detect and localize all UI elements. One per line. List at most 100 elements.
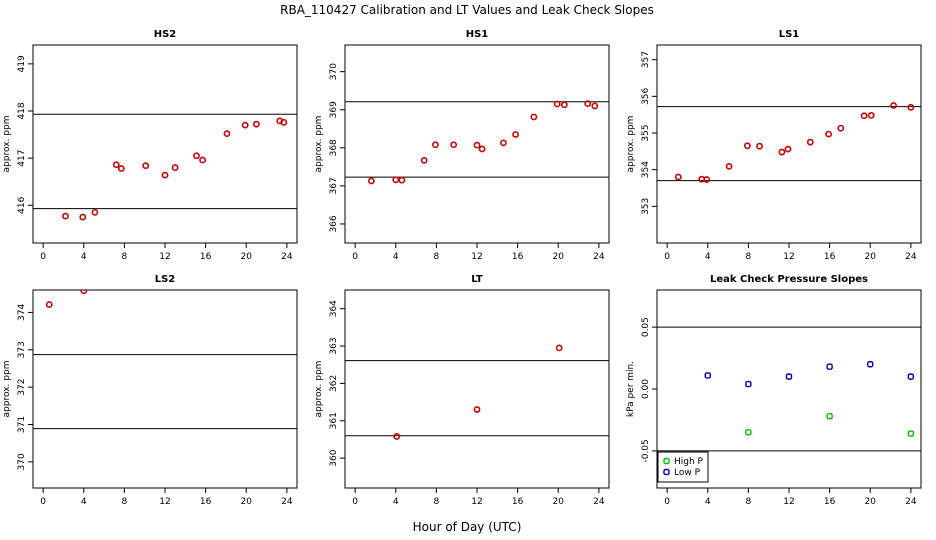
data-point [806,138,814,146]
data-point [431,141,439,149]
data-points [674,102,915,183]
x-tick-label: 4 [393,252,399,262]
panel-title: LT [471,274,483,285]
x-tick-label: 0 [352,252,358,262]
y-tick-label: 419 [17,55,27,72]
data-point [837,124,845,132]
x-tick-label: 12 [159,252,170,262]
data-point [584,100,592,108]
x-tick-label: 8 [434,252,440,262]
data-point [512,131,519,138]
panel-title: HS2 [154,29,177,40]
data-point [171,164,179,171]
y-tick-label: 353 [641,198,651,215]
legend-swatch [663,468,670,476]
x-tick-label: 20 [865,497,877,507]
data-point [890,102,897,109]
x-tick-label: 16 [200,252,212,262]
x-tick-label: 0 [664,252,670,262]
y-tick-label: 354 [641,161,651,178]
data-point-high-p [745,429,752,436]
x-axis-label: Hour of Day (UTC) [413,520,522,534]
y-tick-label: 373 [17,341,27,358]
x-tick-label: 20 [865,252,877,262]
y-tick-label: 362 [329,375,339,392]
y-axis-label: kPa per min. [626,361,636,417]
data-point [674,173,682,181]
y-tick-label: 356 [641,87,651,104]
y-tick-label: 372 [17,379,27,396]
x-tick-label: 12 [783,252,794,262]
data-point [860,112,868,120]
x-tick-label: 24 [281,497,293,507]
data-point [80,290,88,295]
data-point-low-p [826,363,833,370]
y-axis-label: approx. ppm [626,116,636,173]
x-tick-label: 0 [352,497,358,507]
x-tick-label: 8 [746,252,752,262]
y-tick-label: 370 [17,453,27,470]
y-tick-label: 355 [641,124,651,141]
x-tick-label: 20 [241,252,253,262]
y-tick-label: 364 [329,300,339,317]
y-tick-label: -0.05 [641,439,651,462]
data-point [703,176,711,183]
data-point [825,130,832,138]
legend-label: High P [674,457,704,467]
data-points [704,361,915,437]
x-tick-label: 12 [471,252,482,262]
data-point-high-p [907,430,915,437]
panel-hs1: HS1 0 4 8 12 16 20 24 366 367 368 369 370 approx. ppm [314,29,610,262]
x-tick-label: 4 [393,497,399,507]
y-tick-label: 418 [17,102,27,119]
data-point [743,142,751,150]
legend-label: Low P [674,468,701,478]
data-point [398,176,406,184]
x-tick-label: 4 [705,497,711,507]
data-point [367,177,375,185]
legend-box [657,451,709,483]
y-tick-label: 370 [329,63,339,80]
panel-title: LS2 [155,274,176,285]
data-points [62,117,288,221]
data-point [591,102,599,110]
data-point-low-p [867,361,874,368]
data-point [784,145,792,153]
data-point [907,103,915,111]
x-tick-label: 20 [553,497,565,507]
data-point-low-p [907,373,915,380]
data-point [142,162,150,170]
data-point [117,165,125,172]
x-tick-label: 24 [905,252,917,262]
data-point [725,162,733,170]
x-tick-label: 12 [783,497,794,507]
y-tick-label: 416 [17,196,27,213]
data-point [478,145,486,153]
y-axis-label: approx. ppm [314,116,324,173]
data-point [450,141,458,149]
x-tick-label: 20 [553,252,565,262]
data-point [555,344,563,352]
y-tick-label: 371 [17,416,27,433]
data-point [392,176,400,184]
data-point [553,100,561,108]
x-tick-label: 0 [664,497,670,507]
panel-title: HS1 [466,29,489,40]
data-point [420,156,428,164]
x-tick-label: 4 [81,252,87,262]
x-tick-label: 24 [593,497,605,507]
data-point [199,156,206,164]
panel-ls1: LS1 0 4 8 12 16 20 24 353 354 355 356 357 approx. ppm [626,29,922,262]
x-tick-label: 16 [824,497,836,507]
y-axis-label: approx. ppm [2,116,12,173]
x-tick-label: 16 [512,497,524,507]
x-tick-label: 0 [40,497,46,507]
x-tick-label: 16 [512,252,524,262]
y-tick-label: 0.05 [641,317,651,337]
panel-hs2: HS2 0 4 8 12 16 20 24 416 417 418 419 approx. ppm [2,29,298,262]
x-tick-label: 0 [40,252,46,262]
y-tick-label: 363 [329,337,339,354]
y-tick-label: 366 [329,215,339,232]
data-points [45,290,88,308]
